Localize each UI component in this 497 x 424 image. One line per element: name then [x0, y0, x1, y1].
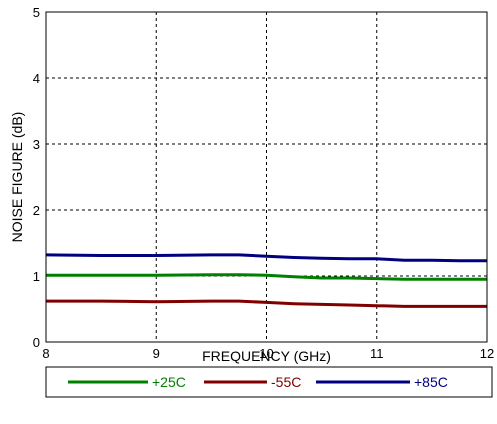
series-lines [45, 253, 487, 308]
x-axis-title: FREQUENCY (GHz) [202, 348, 331, 364]
series-line-minus55c [46, 299, 487, 308]
plot-frame [45, 11, 488, 343]
x-tick-label: 8 [42, 346, 49, 361]
legend-label-plus25c: +25C [152, 374, 186, 390]
y-tick-label: 4 [33, 71, 40, 86]
legend-label-minus55c: -55C [271, 374, 301, 390]
legend: +25C -55C +85C [68, 374, 448, 390]
y-tick-label: 5 [33, 5, 40, 20]
x-tick-label: 9 [153, 346, 160, 361]
y-axis-title: NOISE FIGURE (dB) [9, 112, 25, 243]
x-tick-label: 12 [480, 346, 494, 361]
y-tick-label: 0 [33, 335, 40, 350]
x-tick-label: 11 [370, 346, 384, 361]
legend-box [45, 366, 493, 398]
series-line-plus25c [46, 273, 487, 281]
y-tick-label: 3 [33, 137, 40, 152]
x-tick-label: 10 [259, 346, 273, 361]
series-line-plus85c [45, 253, 487, 263]
y-tick-label: 2 [33, 203, 40, 218]
legend-label-plus85c: +85C [414, 374, 448, 390]
y-tick-label: 1 [33, 269, 40, 284]
